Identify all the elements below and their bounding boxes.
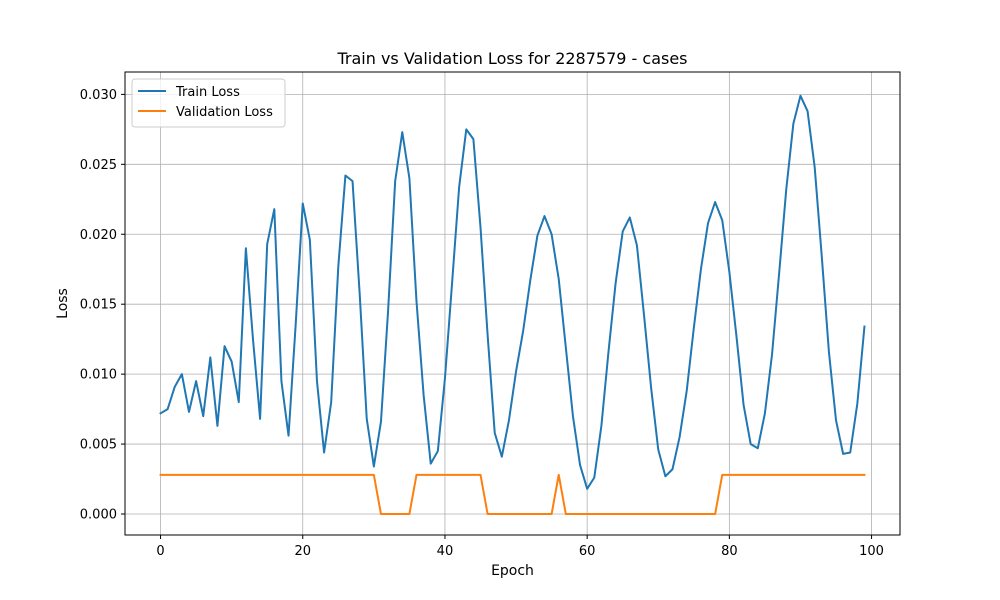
y-tick-label: 0.030 (80, 88, 117, 103)
x-axis-label: Epoch (491, 563, 534, 579)
x-tick-label: 40 (437, 544, 454, 559)
plot-frame (124, 71, 901, 536)
series-layer (159, 94, 866, 516)
legend: Train Loss Validation Loss (131, 78, 286, 128)
y-tick-label: 0.020 (80, 228, 117, 243)
x-tick-label: 20 (294, 544, 311, 559)
y-tick-label: 0.025 (80, 158, 117, 173)
legend-box (131, 78, 286, 128)
y-tick-label: 0.005 (80, 438, 117, 453)
legend-label-train-loss: Train Loss (175, 85, 240, 100)
chart-title: Train vs Validation Loss for 2287579 - c… (336, 49, 687, 68)
x-tick-label: 60 (579, 544, 596, 559)
x-tick-label: 0 (156, 544, 164, 559)
x-tick-label: 80 (721, 544, 738, 559)
grid (125, 72, 900, 535)
legend-label-validation-loss: Validation Loss (176, 105, 273, 120)
y-tick-label: 0.015 (80, 298, 117, 313)
series-line-validation-loss (159, 473, 866, 516)
y-axis-label: Loss (55, 288, 71, 319)
y-tick-label: 0.000 (80, 508, 117, 523)
series-line-train-loss (159, 94, 866, 490)
ticks: 0 20 40 60 80 100 0.000 0.005 0.010 0.015 0.020 0.0… (80, 88, 884, 559)
y-tick-label: 0.010 (80, 368, 117, 383)
x-tick-label: 100 (859, 544, 884, 559)
